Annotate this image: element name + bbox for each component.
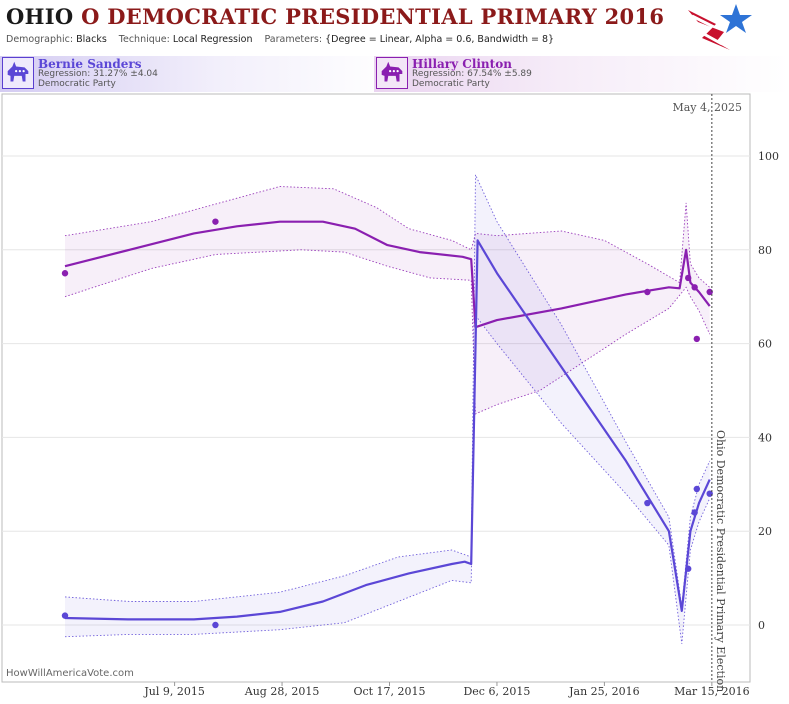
x-tick-label: Oct 17, 2015	[353, 685, 425, 698]
sanders-poll-point	[693, 485, 701, 493]
clinton-confidence-band	[65, 186, 710, 414]
clinton-poll-point	[691, 284, 698, 291]
clinton-poll-point	[706, 288, 713, 296]
clinton-poll-point	[212, 218, 219, 225]
title-rest: O DEMOCRATIC PRESIDENTIAL PRIMARY 2016	[81, 4, 665, 29]
y-tick-label: 0	[758, 619, 765, 632]
y-tick-label: 100	[758, 150, 779, 163]
sanders-trend-line	[64, 239, 711, 621]
candidate-name: Bernie Sanders	[38, 57, 142, 71]
sanders-lower-bound	[64, 314, 711, 644]
regression-chart: 0 20 40 60 80 100 Jul 9, 2015 Aug 28, 2015 Oct 1…	[1, 93, 779, 698]
sanders-poll-point	[212, 621, 219, 629]
page-title: OHIO O DEMOCRATIC PRESIDENTIAL PRIMARY 2…	[6, 4, 664, 29]
sanders-poll-point	[685, 565, 692, 572]
x-tick-label: Mar 15, 2016	[674, 685, 750, 698]
clinton-trend-line	[64, 220, 711, 329]
today-date-label: May 4, 2025	[672, 101, 742, 114]
technique-value: Local Regression	[172, 34, 253, 45]
y-tick-label: 20	[758, 525, 772, 538]
x-tick-label: Aug 28, 2015	[244, 685, 320, 698]
candidate-regression: Regression: 67.54% ±5.89	[412, 69, 532, 79]
chart-parameters: Demographic: Blacks Technique: Local Regr…	[6, 34, 554, 45]
sanders-poll-point	[61, 612, 69, 619]
y-tick-label: 80	[758, 244, 772, 257]
parameters-value: {Degree = Linear, Alpha = 0.6, Bandwidth…	[325, 34, 555, 45]
candidate-card-clinton: Hillary Clinton Regression: 67.54% ±5.89…	[374, 56, 789, 92]
candidate-name: Hillary Clinton	[412, 57, 512, 71]
sanders-poll-point	[644, 499, 651, 507]
site-credit: HowWillAmericaVote.com	[6, 668, 134, 679]
chart-header: OHIO O DEMOCRATIC PRESIDENTIAL PRIMARY 2…	[0, 0, 789, 56]
candidate-party: Democratic Party	[412, 79, 490, 89]
clinton-poll-point	[693, 335, 701, 343]
donkey-icon	[376, 57, 408, 89]
parameters-label: Parameters:	[264, 34, 323, 45]
clinton-poll-point	[61, 270, 69, 277]
y-tick-label: 60	[758, 338, 772, 351]
election-label: Ohio Democratic Presidential Primary Ele…	[714, 430, 727, 692]
sanders-poll-point	[706, 490, 713, 497]
x-tick-label: Dec 6, 2015	[463, 685, 530, 698]
plot-frame	[1, 93, 751, 683]
candidate-regression: Regression: 31.27% ±4.04	[38, 69, 158, 79]
technique-label: Technique:	[118, 34, 170, 45]
demographic-label: Demographic:	[6, 34, 74, 45]
y-tick-label: 40	[758, 431, 772, 444]
sanders-poll-point	[691, 509, 698, 516]
x-tick-label: Jul 9, 2015	[143, 685, 205, 698]
donkey-icon	[2, 57, 34, 89]
demographic-value: Blacks	[76, 34, 107, 45]
title-state: OHIO	[6, 4, 74, 29]
clinton-poll-point	[685, 274, 692, 282]
x-tick-label: Jan 25, 2016	[568, 685, 640, 698]
clinton-upper-bound	[64, 186, 710, 288]
star-logo-icon	[688, 4, 752, 50]
clinton-poll-point	[644, 288, 651, 296]
clinton-lower-bound	[64, 249, 711, 415]
sanders-confidence-band	[65, 174, 710, 644]
candidate-card-sanders: Bernie Sanders Regression: 31.27% ±4.04 …	[0, 56, 394, 92]
candidate-party: Democratic Party	[38, 79, 116, 89]
